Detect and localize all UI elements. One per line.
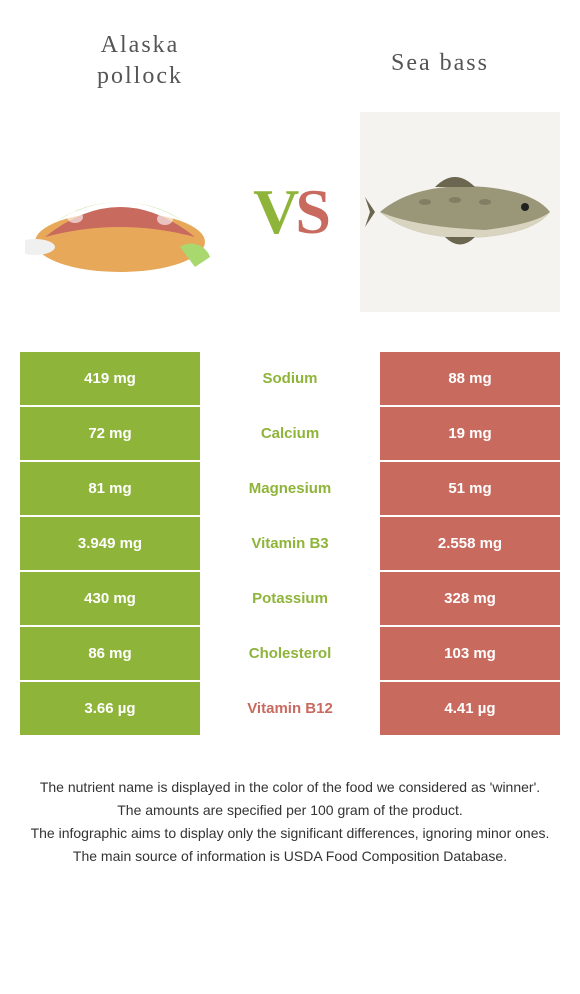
image-row: VS <box>0 92 580 352</box>
right-food-title: Sea bass <box>340 48 540 79</box>
table-row: 430 mgPotassium328 mg <box>20 572 560 627</box>
right-value: 2.558 mg <box>380 517 560 570</box>
vs-s: S <box>295 176 327 247</box>
nutrient-label: Sodium <box>200 352 380 405</box>
right-value: 328 mg <box>380 572 560 625</box>
left-value: 3.66 µg <box>20 682 200 735</box>
left-food-title: Alaskapollock <box>40 30 240 92</box>
right-value: 103 mg <box>380 627 560 680</box>
nutrient-label: Cholesterol <box>200 627 380 680</box>
nutrient-label: Vitamin B3 <box>200 517 380 570</box>
fish-icon <box>365 152 555 272</box>
table-row: 72 mgCalcium19 mg <box>20 407 560 462</box>
footer-notes: The nutrient name is displayed in the co… <box>0 737 580 889</box>
nutrient-label: Vitamin B12 <box>200 682 380 735</box>
left-food-image <box>20 112 220 312</box>
left-value: 86 mg <box>20 627 200 680</box>
left-value: 419 mg <box>20 352 200 405</box>
left-value: 72 mg <box>20 407 200 460</box>
left-value: 3.949 mg <box>20 517 200 570</box>
vs-v: V <box>253 176 295 247</box>
footer-line: The infographic aims to display only the… <box>20 823 560 844</box>
nutrient-label: Potassium <box>200 572 380 625</box>
header: Alaskapollock Sea bass <box>0 0 580 92</box>
nutrient-label: Magnesium <box>200 462 380 515</box>
right-value: 51 mg <box>380 462 560 515</box>
vs-label: VS <box>253 175 327 249</box>
footer-line: The main source of information is USDA F… <box>20 846 560 867</box>
right-value: 19 mg <box>380 407 560 460</box>
table-row: 419 mgSodium88 mg <box>20 352 560 407</box>
left-value: 430 mg <box>20 572 200 625</box>
table-row: 81 mgMagnesium51 mg <box>20 462 560 517</box>
footer-line: The amounts are specified per 100 gram o… <box>20 800 560 821</box>
nutrient-table: 419 mgSodium88 mg72 mgCalcium19 mg81 mgM… <box>20 352 560 737</box>
table-row: 86 mgCholesterol103 mg <box>20 627 560 682</box>
right-value: 4.41 µg <box>380 682 560 735</box>
footer-line: The nutrient name is displayed in the co… <box>20 777 560 798</box>
right-food-image <box>360 112 560 312</box>
nutrient-label: Calcium <box>200 407 380 460</box>
left-value: 81 mg <box>20 462 200 515</box>
table-row: 3.949 mgVitamin B32.558 mg <box>20 517 560 572</box>
table-row: 3.66 µgVitamin B124.41 µg <box>20 682 560 737</box>
right-value: 88 mg <box>380 352 560 405</box>
taco-icon <box>25 147 215 277</box>
